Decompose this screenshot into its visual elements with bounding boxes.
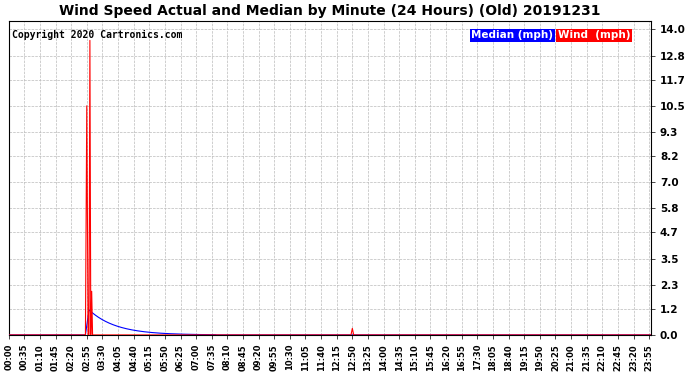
Text: Median (mph): Median (mph) [471, 30, 553, 40]
Text: Wind  (mph): Wind (mph) [558, 30, 630, 40]
Title: Wind Speed Actual and Median by Minute (24 Hours) (Old) 20191231: Wind Speed Actual and Median by Minute (… [59, 4, 600, 18]
Text: Copyright 2020 Cartronics.com: Copyright 2020 Cartronics.com [12, 30, 182, 40]
